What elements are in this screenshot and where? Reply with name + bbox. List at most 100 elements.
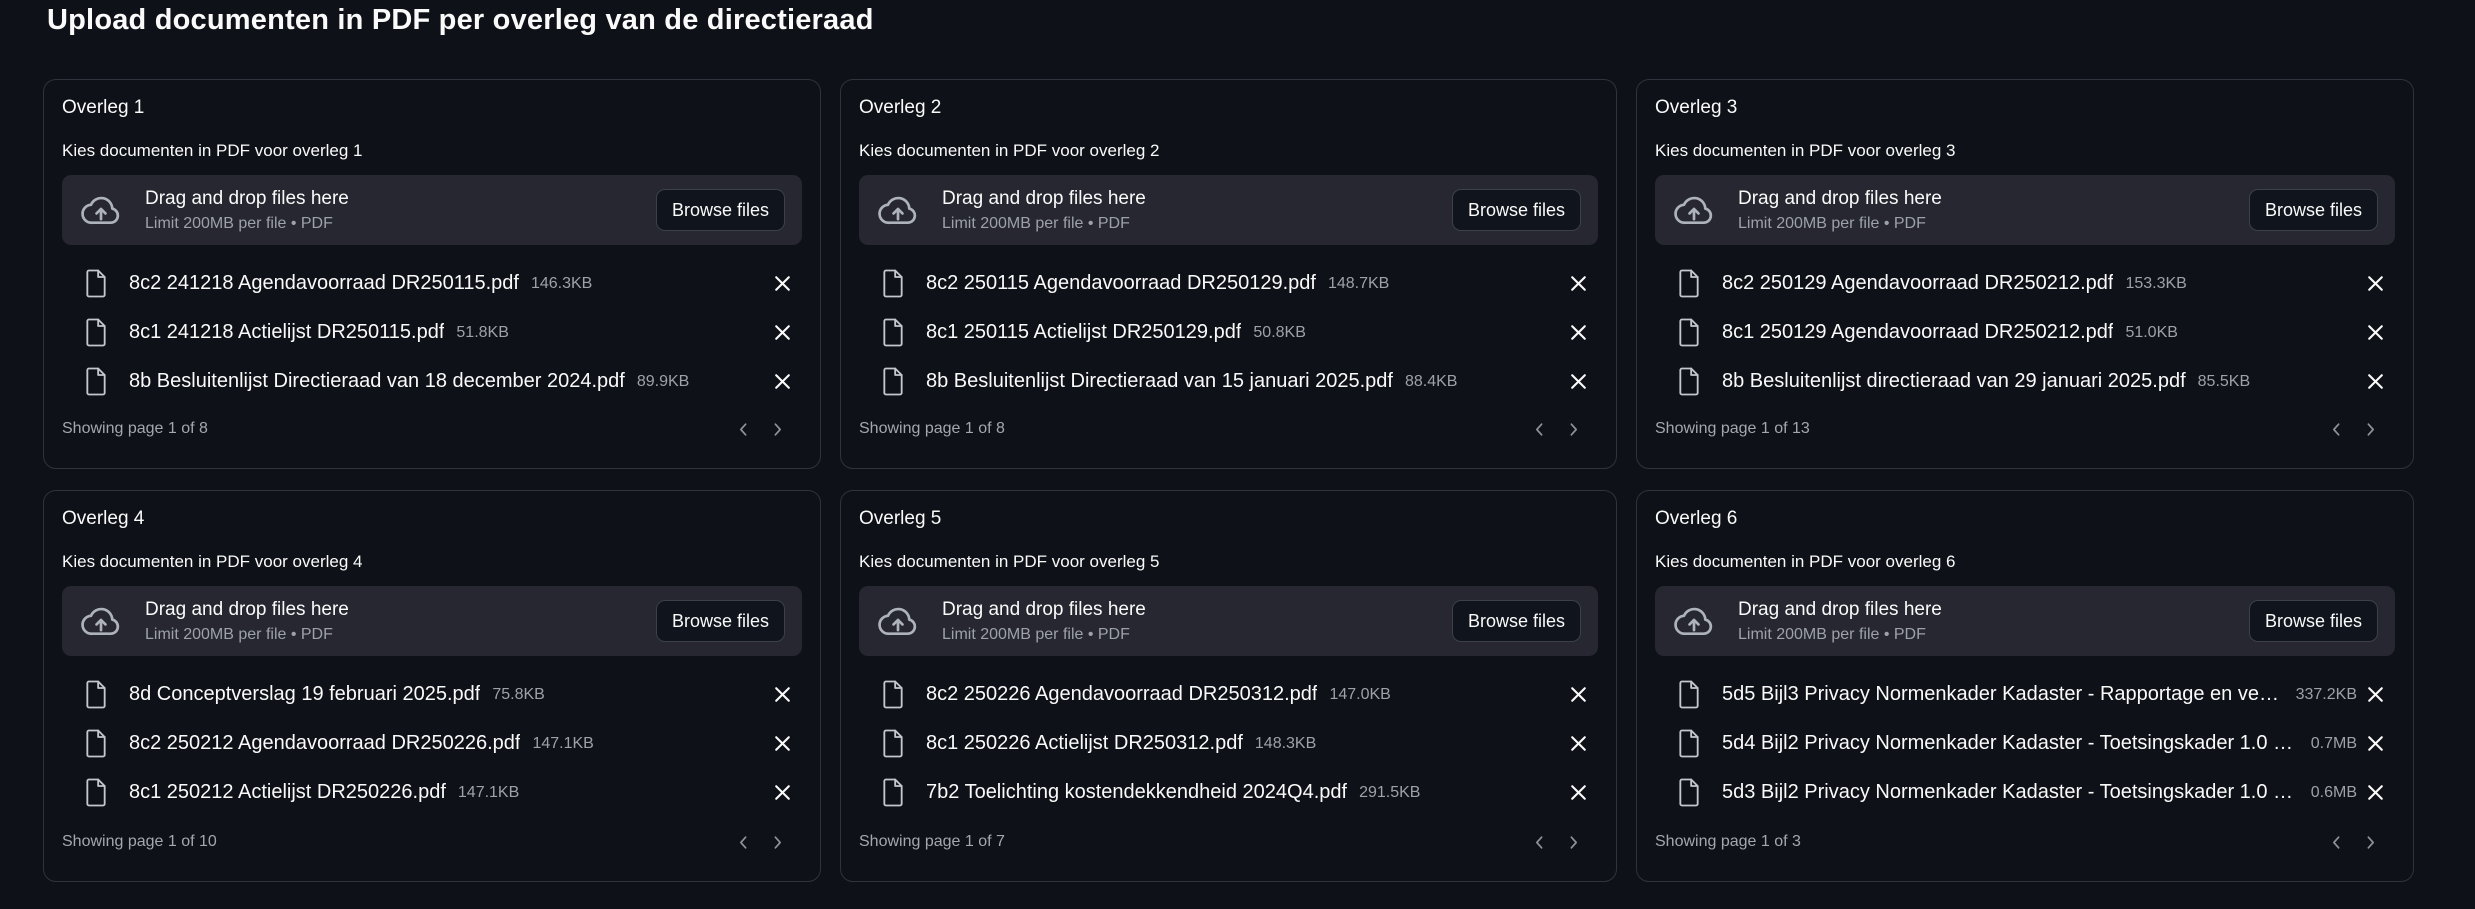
- remove-file-button[interactable]: [1560, 364, 1596, 400]
- uploaded-files-list: 5d5 Bijl3 Privacy Normenkader Kadaster -…: [1655, 670, 2395, 817]
- file-name: 8c2 250212 Agendavoorraad DR250226.pdf: [129, 732, 521, 755]
- panel-title: Overleg 2: [859, 97, 942, 118]
- pagination-status: Showing page 1 of 8: [62, 420, 208, 437]
- uploader-label: Kies documenten in PDF voor overleg 1: [62, 140, 363, 160]
- browse-files-button[interactable]: Browse files: [2248, 600, 2378, 643]
- next-page-button[interactable]: [2357, 416, 2383, 442]
- panel-title: Overleg 1: [62, 97, 145, 118]
- dropzone-title: Drag and drop files here: [145, 187, 349, 209]
- prev-page-button[interactable]: [2323, 416, 2349, 442]
- remove-file-button[interactable]: [2357, 726, 2393, 762]
- remove-file-button[interactable]: [2357, 775, 2393, 811]
- prev-page-button[interactable]: [1526, 416, 1552, 442]
- file-dropzone[interactable]: Drag and drop files here Limit 200MB per…: [1655, 175, 2395, 246]
- file-name: 8c2 250129 Agendavoorraad DR250212.pdf: [1722, 272, 2114, 295]
- file-size: 147.0KB: [1329, 685, 1391, 703]
- file-row: 8c2 250115 Agendavoorraad DR250129.pdf 1…: [859, 259, 1598, 308]
- next-page-button[interactable]: [2357, 829, 2383, 855]
- file-dropzone[interactable]: Drag and drop files here Limit 200MB per…: [62, 586, 802, 657]
- dropzone-limit: Limit 200MB per file • PDF: [1738, 625, 1926, 643]
- file-row: 8c2 250212 Agendavoorraad DR250226.pdf 1…: [62, 719, 802, 768]
- dropzone-title: Drag and drop files here: [942, 187, 1146, 209]
- prev-page-button[interactable]: [730, 416, 756, 442]
- dropzone-limit: Limit 200MB per file • PDF: [145, 625, 333, 643]
- cloud-upload-icon: [1672, 193, 1716, 227]
- pagination-status: Showing page 1 of 7: [859, 833, 1005, 850]
- browse-files-button[interactable]: Browse files: [1451, 189, 1581, 232]
- remove-file-button[interactable]: [764, 315, 800, 351]
- next-page-button[interactable]: [764, 416, 790, 442]
- file-name: 8c2 250226 Agendavoorraad DR250312.pdf: [926, 683, 1318, 706]
- file-size: 51.8KB: [456, 323, 509, 341]
- next-page-button[interactable]: [1560, 829, 1586, 855]
- file-dropzone[interactable]: Drag and drop files here Limit 200MB per…: [859, 175, 1598, 246]
- file-size: 89.9KB: [636, 372, 690, 390]
- pagination: Showing page 1 of 10: [62, 829, 802, 855]
- file-icon: [83, 366, 109, 397]
- browse-files-button[interactable]: Browse files: [1451, 600, 1581, 643]
- remove-file-button[interactable]: [2357, 266, 2393, 302]
- file-row: 8c1 250226 Actielijst DR250312.pdf 148.3…: [859, 719, 1598, 768]
- browse-files-button[interactable]: Browse files: [2248, 189, 2378, 232]
- uploaded-files-list: 8c2 250115 Agendavoorraad DR250129.pdf 1…: [859, 259, 1598, 406]
- uploader-label: Kies documenten in PDF voor overleg 5: [859, 551, 1160, 571]
- remove-file-button[interactable]: [2357, 364, 2393, 400]
- panel-overleg-3: Overleg 3 Kies documenten in PDF voor ov…: [1636, 79, 2414, 469]
- remove-file-button[interactable]: [764, 726, 800, 762]
- file-size: 75.8KB: [492, 685, 545, 703]
- uploaded-files-list: 8c2 241218 Agendavoorraad DR250115.pdf 1…: [62, 259, 802, 406]
- file-row: 8b Besluitenlijst Directieraad van 15 ja…: [859, 357, 1598, 406]
- remove-file-button[interactable]: [1560, 315, 1596, 351]
- file-icon: [1676, 777, 1702, 808]
- file-dropzone[interactable]: Drag and drop files here Limit 200MB per…: [859, 586, 1598, 657]
- file-size: 148.3KB: [1254, 734, 1317, 752]
- file-dropzone[interactable]: Drag and drop files here Limit 200MB per…: [62, 175, 802, 246]
- file-icon: [880, 728, 906, 759]
- pagination-status: Showing page 1 of 8: [859, 420, 1005, 437]
- remove-file-button[interactable]: [1560, 726, 1596, 762]
- prev-page-button[interactable]: [730, 829, 756, 855]
- cloud-upload-icon: [1672, 604, 1716, 638]
- file-dropzone[interactable]: Drag and drop files here Limit 200MB per…: [1655, 586, 2395, 657]
- dropzone-instructions: Drag and drop files here Limit 200MB per…: [145, 599, 349, 644]
- file-row: 8c1 250212 Actielijst DR250226.pdf 147.1…: [62, 768, 802, 817]
- page-title: Upload documenten in PDF per overleg van…: [47, 4, 874, 36]
- file-icon: [83, 777, 109, 808]
- file-name: 8b Besluitenlijst Directieraad van 18 de…: [129, 370, 625, 393]
- dropzone-limit: Limit 200MB per file • PDF: [942, 625, 1130, 643]
- dropzone-instructions: Drag and drop files here Limit 200MB per…: [942, 188, 1146, 233]
- file-icon: [1676, 268, 1702, 299]
- prev-page-button[interactable]: [1526, 829, 1552, 855]
- next-page-button[interactable]: [1560, 416, 1586, 442]
- pagination: Showing page 1 of 8: [62, 416, 802, 442]
- remove-file-button[interactable]: [764, 364, 800, 400]
- file-icon: [880, 366, 906, 397]
- panel-overleg-1: Overleg 1 Kies documenten in PDF voor ov…: [43, 79, 821, 469]
- remove-file-button[interactable]: [2357, 677, 2393, 713]
- file-row: 8d Conceptverslag 19 februari 2025.pdf 7…: [62, 670, 802, 719]
- dropzone-instructions: Drag and drop files here Limit 200MB per…: [1738, 188, 1942, 233]
- file-row: 8b Besluitenlijst Directieraad van 18 de…: [62, 357, 802, 406]
- pagination: Showing page 1 of 13: [1655, 416, 2395, 442]
- file-size: 0.7MB: [2310, 734, 2357, 752]
- remove-file-button[interactable]: [764, 677, 800, 713]
- remove-file-button[interactable]: [1560, 775, 1596, 811]
- browse-files-button[interactable]: Browse files: [655, 600, 785, 643]
- panel-title: Overleg 5: [859, 508, 942, 529]
- file-name: 8b Besluitenlijst directieraad van 29 ja…: [1722, 370, 2186, 393]
- prev-page-button[interactable]: [2323, 829, 2349, 855]
- remove-file-button[interactable]: [764, 266, 800, 302]
- browse-files-button[interactable]: Browse files: [655, 189, 785, 232]
- file-row: 5d5 Bijl3 Privacy Normenkader Kadaster -…: [1655, 670, 2395, 719]
- dropzone-title: Drag and drop files here: [942, 598, 1146, 620]
- remove-file-button[interactable]: [1560, 266, 1596, 302]
- panel-overleg-5: Overleg 5 Kies documenten in PDF voor ov…: [840, 490, 1617, 882]
- remove-file-button[interactable]: [1560, 677, 1596, 713]
- pagination-status: Showing page 1 of 13: [1655, 420, 1810, 437]
- remove-file-button[interactable]: [764, 775, 800, 811]
- dropzone-instructions: Drag and drop files here Limit 200MB per…: [145, 188, 349, 233]
- file-name: 5d4 Bijl2 Privacy Normenkader Kadaster -…: [1722, 732, 2299, 755]
- remove-file-button[interactable]: [2357, 315, 2393, 351]
- file-size: 147.1KB: [532, 734, 594, 752]
- next-page-button[interactable]: [764, 829, 790, 855]
